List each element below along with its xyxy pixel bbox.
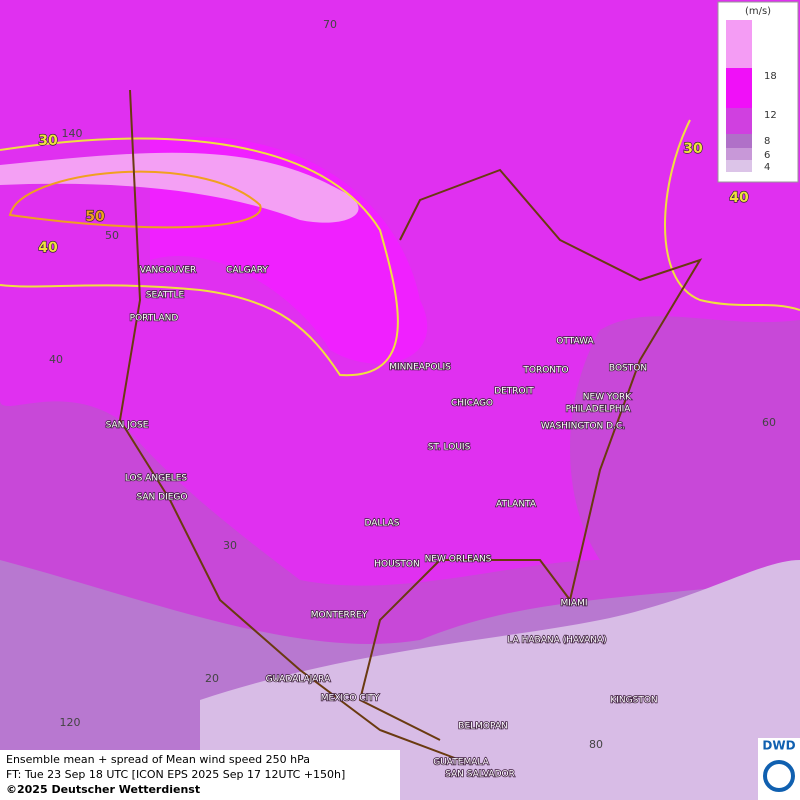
city-label: PHILADELPHIA [566, 405, 632, 415]
jet-core [0, 152, 359, 223]
city-label: SEATTLE [146, 291, 185, 301]
legend-level: 6 [764, 150, 770, 161]
caption-line: Ensemble mean + spread of Mean wind spee… [6, 753, 310, 766]
city-label: NEW ORLEANS [425, 555, 492, 565]
legend-level: 12 [764, 110, 777, 121]
city-label: OTTAWA [556, 337, 594, 347]
coastline [358, 168, 703, 741]
graticule-label: 50 [105, 229, 119, 242]
city-label: KINGSTON [610, 696, 657, 706]
city-label: DETROIT [494, 387, 534, 397]
city-label: NEW YORK [583, 393, 633, 403]
isotach-contour [664, 119, 800, 311]
graticule-label: 120 [60, 716, 81, 729]
legend-unit: (m/s) [745, 6, 771, 17]
city-label: BOSTON [609, 364, 647, 374]
city-label: SAN SALVADOR [445, 770, 515, 780]
caption-line: FT: Tue 23 Sep 18 UTC [ICON EPS 2025 Sep… [6, 768, 345, 781]
logo-icon [763, 760, 795, 792]
legend-swatch [726, 20, 752, 68]
city-label: DALLAS [364, 519, 399, 529]
graticule-label: 40 [49, 353, 63, 366]
city-label: CHICAGO [451, 399, 493, 409]
city-label: PORTLAND [130, 314, 179, 324]
legend-level: 4 [764, 162, 770, 173]
city-label: SAN JOSE [106, 421, 149, 431]
legend-swatch [726, 68, 752, 108]
coastline [118, 89, 461, 761]
city-label: LA HABANA (HAVANA) [507, 636, 606, 646]
city-label: ST. LOUIS [428, 443, 471, 453]
graticule-label: 60 [762, 416, 776, 429]
contour-label: 30 [683, 141, 703, 157]
graticule-label: 30 [223, 539, 237, 552]
contour-label: 40 [729, 190, 749, 206]
city-label: TORONTO [522, 366, 568, 376]
graticule-label: 70 [323, 18, 337, 31]
legend-swatch [726, 160, 752, 172]
contour-label: 30 [38, 133, 58, 149]
city-label: MIAMI [561, 599, 588, 609]
city-label: GUATEMALA [433, 758, 489, 768]
legend-swatch [726, 134, 752, 148]
legend-swatch [726, 108, 752, 134]
contour-label: 40 [38, 240, 58, 256]
city-label: BELMOPAN [458, 722, 507, 732]
weakest-wind-area [200, 560, 800, 800]
city-label: VANCOUVER [140, 266, 197, 276]
graticule-label: 20 [205, 672, 219, 685]
contour-label: 50 [85, 209, 105, 225]
city-label: WASHINGTON D.C. [541, 422, 625, 432]
isotach-contour [0, 137, 399, 377]
graticule-label: 140 [62, 127, 83, 140]
graticule-label: 80 [589, 738, 603, 751]
city-label: GUADALAJARA [266, 675, 332, 685]
city-label: CALGARY [226, 266, 268, 276]
logo-text: DWD [762, 739, 795, 753]
city-label: SAN DIEGO [137, 493, 188, 503]
city-label: MEXICO CITY [321, 694, 380, 704]
caption-line: ©2025 Deutscher Wetterdienst [6, 783, 200, 796]
city-label: HOUSTON [374, 560, 419, 570]
legend-level: 18 [764, 71, 777, 82]
city-label: MINNEAPOLIS [389, 363, 451, 373]
caption-box [0, 750, 400, 800]
legend-level: 8 [764, 136, 770, 147]
legend-swatch [726, 148, 752, 160]
city-label: MONTERREY [311, 611, 368, 621]
city-label: LOS ANGELES [125, 474, 188, 484]
city-label: ATLANTA [496, 500, 537, 510]
